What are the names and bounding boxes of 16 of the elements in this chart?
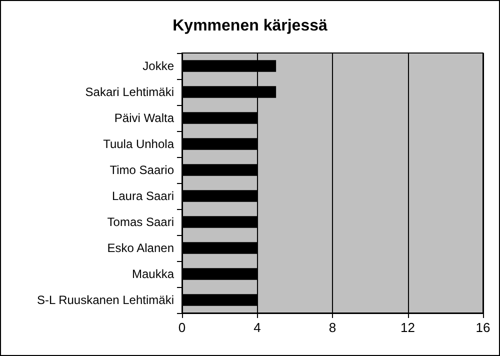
x-tick-label: 12 <box>400 320 415 335</box>
chart-title: Kymmenen kärjessä <box>172 18 328 34</box>
x-tick-label: 4 <box>254 320 261 335</box>
y-tick-label: Laura Saari <box>112 189 174 203</box>
y-tick-label: Maukka <box>132 267 174 281</box>
y-tick-label: Timo Saario <box>110 163 174 177</box>
y-tick-label: S-L Ruuskanen Lehtimäki <box>37 293 174 307</box>
x-tick-label: 16 <box>476 320 490 335</box>
x-tick-label: 0 <box>178 320 186 335</box>
y-tick-label: Tuula Unhola <box>103 137 174 151</box>
y-tick-label: Tomas Saari <box>107 215 174 229</box>
y-tick-label: Jokke <box>142 59 174 73</box>
y-tick-label: Päivi Walta <box>114 111 174 125</box>
x-tick-label: 8 <box>328 320 336 335</box>
y-tick-label: Sakari Lehtimäki <box>85 85 174 99</box>
y-tick-label: Esko Alanen <box>107 241 174 255</box>
